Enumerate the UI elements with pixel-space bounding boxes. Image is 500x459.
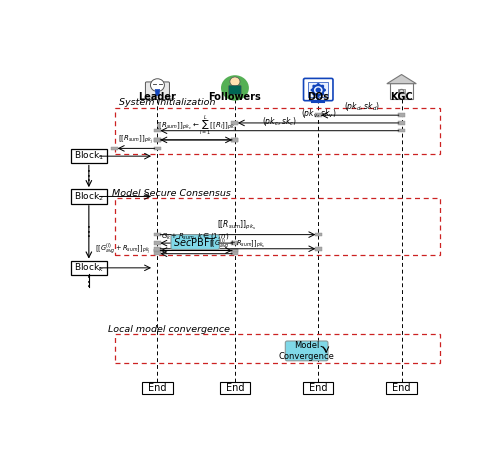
FancyBboxPatch shape [142, 382, 172, 394]
FancyBboxPatch shape [304, 78, 333, 101]
FancyBboxPatch shape [154, 233, 161, 236]
FancyBboxPatch shape [154, 138, 161, 142]
Circle shape [230, 77, 240, 86]
Text: $[[R_{sum}]]_{pk_j}$: $[[R_{sum}]]_{pk_j}$ [118, 134, 153, 146]
Text: ⋮: ⋮ [82, 169, 96, 183]
Text: ⋮: ⋮ [82, 225, 96, 239]
Circle shape [316, 83, 320, 86]
FancyBboxPatch shape [220, 382, 250, 394]
FancyBboxPatch shape [70, 149, 107, 163]
FancyBboxPatch shape [398, 129, 405, 133]
Text: $[[R_{sum}]]_{pk_c}\leftarrow\sum_{l=1}^{L}[[R_l]]_{pk_j}$: $[[R_{sum}]]_{pk_c}\leftarrow\sum_{l=1}^… [156, 113, 236, 137]
FancyBboxPatch shape [154, 247, 161, 251]
FancyBboxPatch shape [286, 341, 328, 361]
FancyBboxPatch shape [315, 233, 322, 236]
Polygon shape [387, 74, 416, 84]
FancyBboxPatch shape [232, 121, 238, 125]
Text: ⋮: ⋮ [82, 275, 96, 289]
Circle shape [321, 84, 324, 88]
Text: End: End [392, 383, 411, 393]
Text: Model Secure Consensus: Model Secure Consensus [112, 189, 230, 197]
FancyBboxPatch shape [386, 382, 416, 394]
Circle shape [310, 89, 314, 91]
Text: End: End [226, 383, 244, 393]
FancyBboxPatch shape [232, 249, 238, 252]
FancyBboxPatch shape [146, 82, 170, 100]
FancyBboxPatch shape [232, 249, 238, 252]
Circle shape [221, 75, 249, 101]
Text: $[[R_{sum}]]_{pk_s}$: $[[R_{sum}]]_{pk_s}$ [217, 219, 256, 232]
FancyBboxPatch shape [232, 138, 238, 142]
FancyBboxPatch shape [398, 90, 406, 99]
FancyBboxPatch shape [154, 146, 161, 150]
Text: $(pk_d,sk_d)$: $(pk_d,sk_d)$ [344, 100, 380, 113]
Text: $(pk_c,sk_c)$: $(pk_c,sk_c)$ [262, 115, 297, 128]
FancyBboxPatch shape [70, 261, 107, 275]
Text: $\it{Sec}$PBFT: $\it{Sec}$PBFT [174, 236, 217, 248]
Text: Block$_2$: Block$_2$ [74, 190, 104, 203]
FancyBboxPatch shape [171, 235, 220, 249]
Circle shape [312, 93, 316, 95]
Text: $[[G_{avg}^{(l)}+R_{sum}]]_{pk_s}$: $[[G_{avg}^{(l)}+R_{sum}]]_{pk_s}$ [210, 236, 266, 251]
FancyBboxPatch shape [70, 190, 107, 203]
Text: KGC: KGC [390, 92, 413, 102]
Circle shape [316, 88, 321, 93]
Text: DOs: DOs [307, 92, 329, 102]
Text: System Initialization: System Initialization [119, 98, 216, 107]
Text: Block$_1$: Block$_1$ [74, 150, 104, 162]
FancyBboxPatch shape [315, 247, 322, 251]
Text: End: End [148, 383, 167, 393]
FancyBboxPatch shape [112, 146, 118, 150]
FancyBboxPatch shape [154, 129, 161, 133]
Text: Block$_k$: Block$_k$ [74, 262, 104, 274]
FancyBboxPatch shape [308, 82, 328, 97]
FancyBboxPatch shape [303, 382, 334, 394]
FancyBboxPatch shape [228, 85, 241, 95]
Text: End: End [309, 383, 328, 393]
FancyBboxPatch shape [390, 83, 413, 99]
Polygon shape [155, 90, 160, 96]
Text: Model
Convergence: Model Convergence [278, 341, 334, 361]
Circle shape [312, 84, 316, 88]
FancyBboxPatch shape [315, 113, 322, 117]
Circle shape [316, 94, 320, 97]
Text: Local model convergence: Local model convergence [108, 325, 230, 334]
FancyBboxPatch shape [232, 241, 238, 245]
FancyBboxPatch shape [232, 138, 238, 142]
FancyBboxPatch shape [232, 252, 238, 256]
Circle shape [150, 79, 164, 91]
FancyBboxPatch shape [154, 241, 161, 245]
FancyBboxPatch shape [154, 138, 161, 142]
Text: Leader: Leader [138, 92, 176, 102]
FancyBboxPatch shape [398, 113, 405, 117]
FancyBboxPatch shape [154, 252, 161, 256]
FancyBboxPatch shape [154, 249, 161, 252]
Text: $G_k+R_{sum},k\in(1,n)$: $G_k+R_{sum},k\in(1,n)$ [161, 230, 230, 241]
FancyBboxPatch shape [154, 249, 161, 252]
Text: $[[G_{avg}^{(l)}+R_{sum}]]_{pk_j}$: $[[G_{avg}^{(l)}+R_{sum}]]_{pk_j}$ [95, 241, 150, 256]
FancyBboxPatch shape [398, 121, 405, 125]
Circle shape [323, 89, 326, 91]
Circle shape [321, 93, 324, 95]
Text: Followers: Followers [208, 92, 262, 102]
Text: $(pk_v,sk_v)$: $(pk_v,sk_v)$ [301, 107, 337, 120]
